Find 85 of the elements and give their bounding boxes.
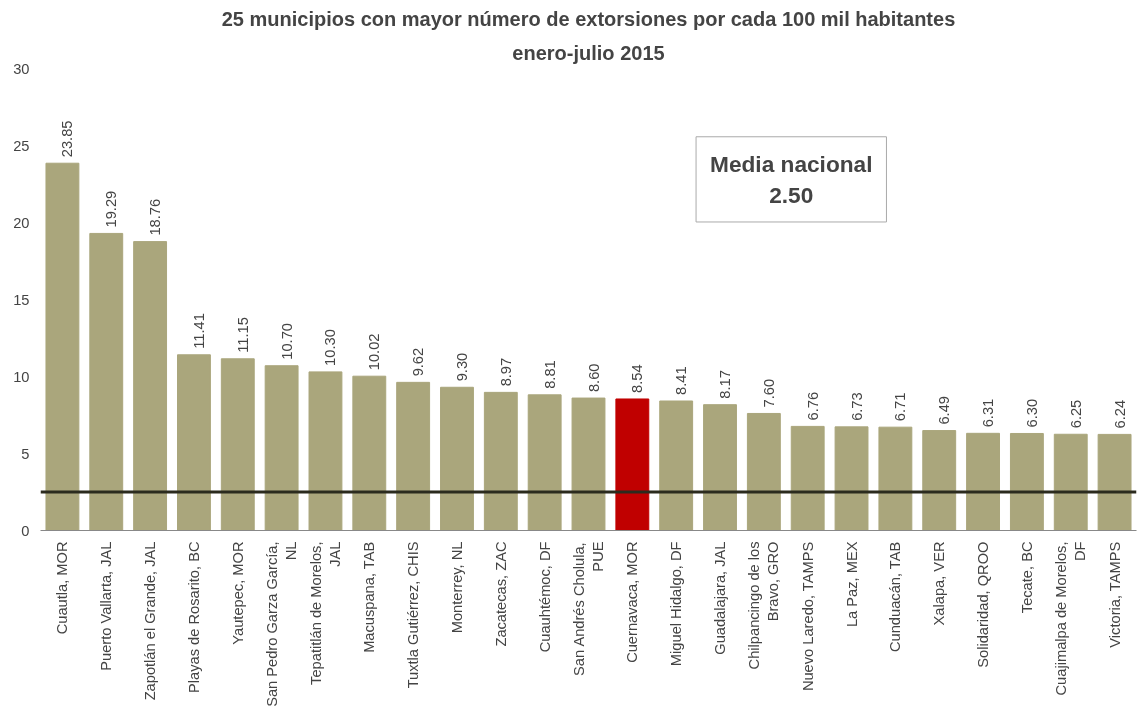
data-label: 23.85 xyxy=(59,120,76,158)
x-tick-label: Tuxtla Gutiérrez, CHIS xyxy=(405,541,422,689)
data-label: 6.30 xyxy=(1023,398,1040,428)
data-label: 6.31 xyxy=(980,398,997,428)
bar xyxy=(746,412,781,531)
bar xyxy=(396,381,431,531)
x-tick-label: Tepatitlán de Morelos, JAL xyxy=(307,541,344,685)
y-tick-label: 10 xyxy=(13,368,30,385)
x-tick-label: Nuevo Laredo, TAMPS xyxy=(799,541,816,692)
x-tick-label: Monterrey, NL xyxy=(448,541,465,634)
x-tick-label: La Paz, MEX xyxy=(843,541,860,628)
x-tick-label: San Pedro Garza García, NL xyxy=(264,541,300,707)
data-label: 6.49 xyxy=(936,396,953,425)
x-tick-label: Miguel Hidalgo, DF xyxy=(668,541,685,667)
x-tick-label: Cuautla, MOR xyxy=(54,541,71,635)
bar xyxy=(352,375,387,531)
data-label: 8.81 xyxy=(541,360,558,389)
bar xyxy=(790,425,825,531)
data-label: 8.17 xyxy=(717,370,734,399)
x-tick-label: Macuspana, TAB xyxy=(361,541,378,653)
data-label: 6.25 xyxy=(1067,399,1084,429)
x-tick-label: San Andrés Cholula, PUE xyxy=(570,541,607,676)
x-tick-label: Cuernavaca, MOR xyxy=(624,541,641,663)
bar xyxy=(440,386,474,531)
x-tick-label: Victoria, TAMPS xyxy=(1106,541,1123,648)
x-tick-label: Tecate, BC xyxy=(1018,541,1035,614)
data-label: 6.24 xyxy=(1111,399,1128,429)
data-label: 6.71 xyxy=(892,392,909,422)
x-tick-label: Zapotlán el Grande, JAL xyxy=(142,541,159,701)
x-tick-label: Zacatecas, ZAC xyxy=(492,541,509,647)
y-tick-label: 15 xyxy=(13,291,30,308)
bar xyxy=(966,432,1000,531)
data-label: 11.15 xyxy=(234,317,251,353)
x-tick-label: Solidaridad, QROO xyxy=(975,541,992,668)
ref-line-label: Media nacional 2.50 xyxy=(710,150,873,208)
x-tick-label: Cunduacán, TAB xyxy=(887,541,904,653)
data-label: 8.41 xyxy=(673,366,690,395)
x-tick-label: Playas de Rosarito, BC xyxy=(185,541,202,694)
data-label: 19.29 xyxy=(103,190,120,228)
bar xyxy=(220,358,255,531)
y-tick-label: 0 xyxy=(21,522,30,539)
y-tick-label: 5 xyxy=(21,445,30,462)
data-label: 10.70 xyxy=(278,323,295,360)
bar xyxy=(177,354,211,531)
bar xyxy=(133,241,168,531)
bar xyxy=(659,400,694,531)
y-tick-label: 30 xyxy=(13,60,30,77)
bar xyxy=(1053,433,1088,531)
bar xyxy=(834,426,869,531)
bar xyxy=(89,232,124,531)
data-label: 10.30 xyxy=(322,329,339,366)
x-tick-label: Yautepec, MOR xyxy=(229,541,246,645)
x-tick-label: Cuauhtémoc, DF xyxy=(536,541,553,653)
x-tick-label: Chilpancingo de los Bravo, GRO xyxy=(746,541,782,670)
bar xyxy=(922,430,957,531)
bar xyxy=(1097,433,1132,531)
x-tick-label: Xalapa, VER xyxy=(931,541,948,626)
y-tick-label: 25 xyxy=(13,137,30,154)
data-label: 18.76 xyxy=(147,198,164,236)
data-label: 9.30 xyxy=(453,352,470,382)
bar xyxy=(45,162,80,531)
data-label: 10.02 xyxy=(366,333,383,371)
data-label: 6.76 xyxy=(804,391,821,421)
bar xyxy=(527,394,562,531)
bar xyxy=(264,365,299,531)
x-tick-label: Puerto Vallarta, JAL xyxy=(98,541,115,671)
data-label: 11.41 xyxy=(190,313,207,349)
bar xyxy=(878,426,913,531)
data-label: 8.54 xyxy=(629,364,646,393)
data-label: 7.60 xyxy=(760,378,777,408)
x-tick-label: Guadalajara, JAL xyxy=(712,541,729,655)
bar xyxy=(571,397,606,531)
x-tick-label: Cuajimalpa de Morelos, DF xyxy=(1053,541,1089,696)
data-label: 9.62 xyxy=(410,347,427,377)
data-label: 6.73 xyxy=(848,392,865,421)
data-label: 8.60 xyxy=(585,363,602,393)
bar xyxy=(1009,432,1044,531)
chart-title: 25 municipios con mayor número de extorsiones por cada 100 mil habitantes xyxy=(221,7,956,30)
bar xyxy=(483,391,518,531)
y-tick-label: 20 xyxy=(13,214,30,231)
bar xyxy=(703,404,737,531)
data-label: 8.97 xyxy=(497,357,514,387)
bar xyxy=(615,398,650,531)
chart-subtitle: enero-julio 2015 xyxy=(512,41,665,64)
bar xyxy=(308,371,343,531)
